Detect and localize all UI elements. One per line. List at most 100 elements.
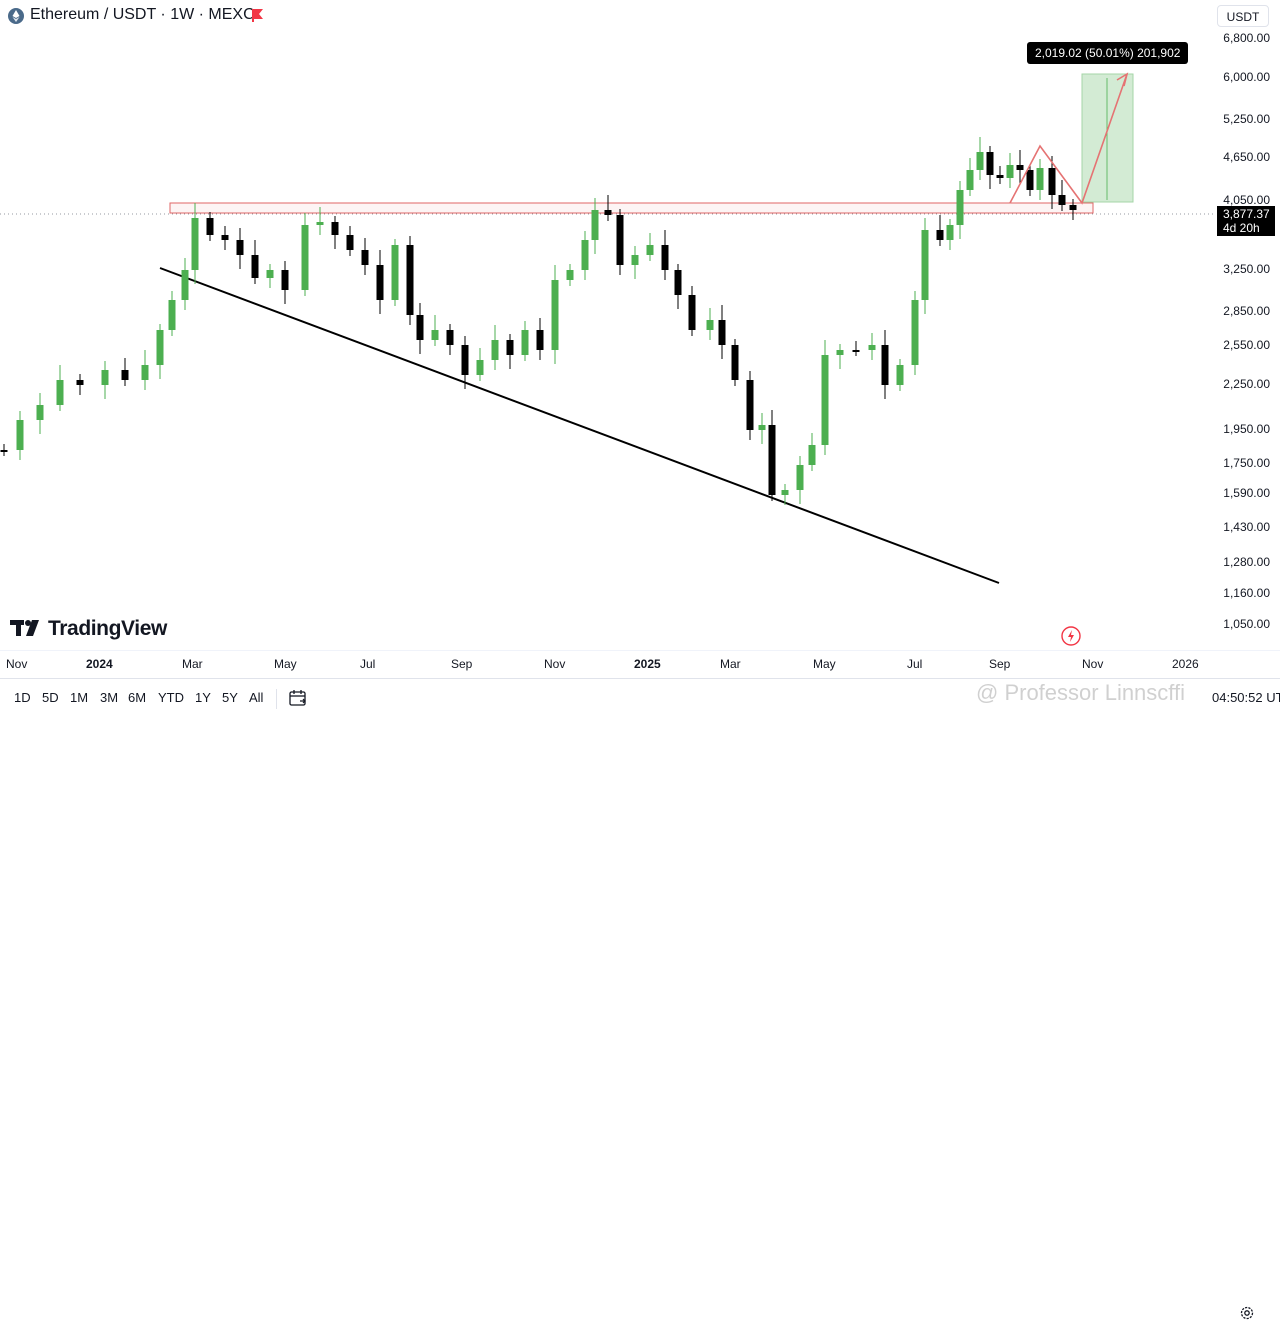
price-tick: 2,250.00 xyxy=(1223,377,1270,391)
range-1y-button[interactable]: 1Y xyxy=(195,690,211,705)
candle-body xyxy=(446,330,454,345)
bar-countdown: 4d 20h xyxy=(1223,221,1260,235)
projection-arrow-icon xyxy=(1116,72,1129,87)
range-1m-button[interactable]: 1M xyxy=(70,690,89,705)
resistance-zone xyxy=(169,202,1094,214)
time-label: Jul xyxy=(360,657,376,671)
descending-trendline xyxy=(159,267,1000,584)
time-label: Nov xyxy=(544,657,566,671)
candle-body xyxy=(936,230,944,240)
candle-body xyxy=(251,255,259,278)
candle-body xyxy=(604,210,612,215)
candle-body xyxy=(706,320,714,330)
candle-body xyxy=(168,300,176,330)
candle-body xyxy=(674,270,682,295)
gear-icon[interactable] xyxy=(1239,1305,1255,1321)
candle-body xyxy=(316,222,324,225)
candle-body xyxy=(236,240,244,255)
toolbar-divider xyxy=(276,689,277,709)
candle-body xyxy=(36,405,44,420)
range-ytd-button[interactable]: YTD xyxy=(158,690,184,705)
price-axis[interactable]: 6,800.00 6,000.00 5,250.00 4,650.00 4,05… xyxy=(1215,0,1280,650)
candle-body xyxy=(616,215,624,265)
candle-body xyxy=(1069,205,1077,210)
currency-selector[interactable]: USDT xyxy=(1217,5,1269,27)
tradingview-logo-icon[interactable] xyxy=(10,617,44,642)
candle-body xyxy=(631,255,639,265)
candle-body xyxy=(266,270,274,278)
candle-body xyxy=(881,345,889,385)
utc-clock[interactable]: 04:50:52 UTC xyxy=(1212,690,1280,705)
candle-body xyxy=(976,152,984,170)
candle-body xyxy=(758,425,766,430)
candle-body xyxy=(416,315,424,340)
time-axis[interactable]: Nov 2024 Mar May Jul Sep Nov 2025 Mar Ma… xyxy=(0,650,1280,1320)
candle-body xyxy=(346,235,354,250)
candle-body xyxy=(191,218,199,270)
candle-body xyxy=(1026,170,1034,190)
candle-body xyxy=(391,245,399,300)
range-6m-button[interactable]: 6M xyxy=(128,690,147,705)
symbol-title[interactable]: Ethereum / USDT · 1W · MEXC xyxy=(30,6,255,23)
candle-body xyxy=(1006,165,1014,178)
candle-body xyxy=(646,245,654,255)
price-tick: 1,590.00 xyxy=(1223,486,1270,500)
candle-body xyxy=(76,380,84,385)
time-label: 2026 xyxy=(1172,657,1199,671)
lightning-icon[interactable] xyxy=(1061,626,1081,646)
candle-body xyxy=(521,330,529,355)
candle-body xyxy=(821,355,829,445)
price-tick: 1,160.00 xyxy=(1223,586,1270,600)
current-price-tag: 3,877.37 4d 20h xyxy=(1217,206,1275,236)
price-tick: 5,250.00 xyxy=(1223,112,1270,126)
price-tick: 1,430.00 xyxy=(1223,520,1270,534)
candle-body xyxy=(956,190,964,225)
candle-body xyxy=(746,380,754,430)
candle-body xyxy=(121,370,129,380)
time-label: Nov xyxy=(1082,657,1104,671)
price-tick: 2,850.00 xyxy=(1223,304,1270,318)
range-5y-button[interactable]: 5Y xyxy=(222,690,238,705)
candle-body xyxy=(911,300,919,365)
candle-body xyxy=(1058,195,1066,205)
price-tick: 1,280.00 xyxy=(1223,555,1270,569)
price-tick: 6,800.00 xyxy=(1223,31,1270,45)
candle-body xyxy=(491,340,499,360)
current-price: 3,877.37 xyxy=(1223,207,1270,221)
price-tick: 6,000.00 xyxy=(1223,70,1270,84)
time-label: May xyxy=(274,657,297,671)
bottom-toolbar: 1D 5D 1M 3M 6M YTD 1Y 5Y All 04:50:52 UT… xyxy=(0,678,1280,721)
time-label: Jul xyxy=(907,657,923,671)
candle-body xyxy=(461,345,469,375)
tradingview-logo-text[interactable]: TradingView xyxy=(48,617,167,640)
candle-body xyxy=(206,218,214,235)
projection-path xyxy=(1009,73,1128,205)
range-3m-button[interactable]: 3M xyxy=(100,690,119,705)
time-label: Mar xyxy=(182,657,203,671)
candle-body xyxy=(101,370,109,385)
candle-body xyxy=(808,445,816,465)
candle-body xyxy=(1048,168,1056,195)
candle-body xyxy=(868,345,876,350)
candle-body xyxy=(1036,168,1044,190)
calendar-icon[interactable] xyxy=(288,688,308,708)
candle-body xyxy=(536,330,544,350)
candle-body xyxy=(301,225,309,290)
range-1d-button[interactable]: 1D xyxy=(14,690,31,705)
watermark: @ Professor Linnscffi xyxy=(976,680,1186,705)
time-label: May xyxy=(813,657,836,671)
candle-body xyxy=(921,230,929,300)
range-all-button[interactable]: All xyxy=(249,690,264,705)
time-label: 2025 xyxy=(634,657,661,671)
price-tick: 2,550.00 xyxy=(1223,338,1270,352)
candle-body xyxy=(688,295,696,330)
candle-body xyxy=(1016,165,1024,170)
candle-body xyxy=(56,380,64,405)
price-chart[interactable] xyxy=(0,0,1215,650)
candle-body xyxy=(506,340,514,355)
flag-icon[interactable] xyxy=(251,9,264,22)
range-5d-button[interactable]: 5D xyxy=(42,690,59,705)
candle-body xyxy=(181,270,189,300)
candle-body xyxy=(718,320,726,345)
candle-body xyxy=(361,250,369,265)
